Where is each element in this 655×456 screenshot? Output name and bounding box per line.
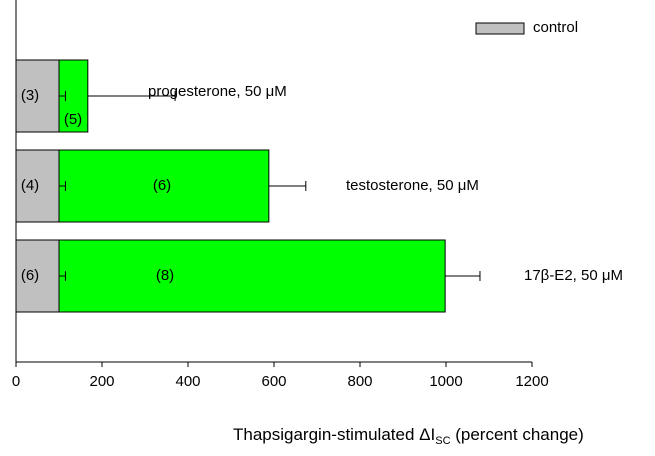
n-label: (8) [156, 267, 174, 284]
n-label: (4) [21, 177, 39, 194]
bar [15, 239, 60, 313]
category-label: 17β-E2, 50 μM [524, 267, 623, 284]
category-label: testosterone, 50 μM [346, 177, 479, 194]
x-tick-label: 200 [89, 373, 114, 390]
x-tick-label: 1200 [515, 373, 548, 390]
n-label: (3) [21, 87, 39, 104]
x-tick-label: 0 [12, 373, 20, 390]
n-label: (6) [153, 177, 171, 194]
x-tick-label: 400 [175, 373, 200, 390]
x-tick-label: 1000 [429, 373, 462, 390]
bar [15, 239, 446, 313]
x-axis-label: Thapsigargin-stimulated ΔISC (percent ch… [233, 425, 584, 446]
legend-swatch [475, 22, 525, 35]
n-label: (5) [64, 111, 82, 128]
x-label-main: Thapsigargin-stimulated ΔI [233, 425, 435, 444]
n-label: (6) [21, 267, 39, 284]
category-label: progesterone, 50 μM [148, 83, 287, 100]
x-tick-label: 800 [347, 373, 372, 390]
legend-label: control [533, 19, 578, 36]
x-tick-label: 600 [261, 373, 286, 390]
x-label-rest: (percent change) [451, 425, 584, 444]
x-label-sub: SC [435, 435, 450, 447]
bar [15, 59, 60, 133]
